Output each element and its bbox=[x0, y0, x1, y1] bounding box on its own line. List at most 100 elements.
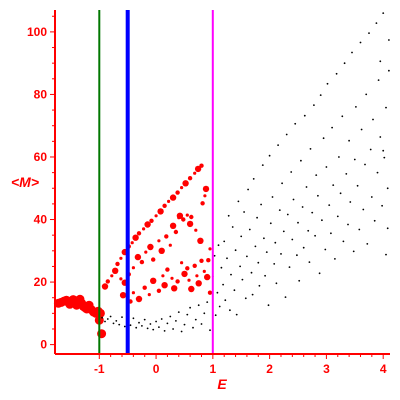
data-point bbox=[366, 243, 369, 245]
data-point bbox=[331, 126, 333, 129]
data-point bbox=[195, 274, 199, 278]
data-point bbox=[290, 171, 293, 173]
data-point bbox=[324, 248, 327, 251]
data-point bbox=[175, 190, 180, 195]
data-point bbox=[353, 158, 356, 161]
data-point bbox=[132, 234, 139, 241]
data-point bbox=[222, 283, 225, 286]
data-point bbox=[318, 272, 321, 275]
data-point bbox=[267, 304, 270, 307]
x-axis-label: E bbox=[217, 376, 227, 392]
data-point bbox=[339, 192, 342, 195]
data-point bbox=[162, 203, 167, 208]
data-point bbox=[186, 220, 194, 228]
data-point bbox=[364, 163, 366, 166]
data-point bbox=[109, 315, 112, 318]
data-point bbox=[181, 217, 186, 222]
data-point bbox=[250, 271, 253, 274]
data-point bbox=[171, 285, 178, 292]
data-point bbox=[322, 137, 325, 140]
data-point bbox=[281, 182, 283, 185]
data-point bbox=[131, 266, 135, 270]
data-point bbox=[264, 274, 266, 277]
data-point bbox=[197, 304, 200, 307]
data-point bbox=[260, 203, 262, 206]
data-point bbox=[247, 188, 250, 191]
data-point bbox=[257, 261, 260, 264]
data-point bbox=[315, 174, 318, 177]
data-point bbox=[388, 69, 390, 72]
data-point bbox=[169, 315, 172, 318]
data-point bbox=[246, 255, 248, 258]
data-point bbox=[243, 211, 246, 213]
data-point bbox=[176, 212, 184, 219]
data-point bbox=[115, 261, 120, 267]
data-point bbox=[229, 309, 231, 312]
data-point bbox=[166, 322, 169, 325]
data-point bbox=[291, 238, 294, 241]
data-point bbox=[328, 204, 331, 207]
data-point bbox=[330, 232, 332, 235]
data-point bbox=[207, 290, 213, 295]
data-point bbox=[261, 164, 264, 167]
data-point bbox=[273, 263, 276, 265]
data-point bbox=[173, 229, 179, 235]
y-tick-label: 20 bbox=[34, 275, 48, 289]
data-point bbox=[151, 257, 156, 262]
data-point bbox=[164, 234, 169, 239]
data-point bbox=[200, 323, 203, 325]
data-point bbox=[177, 311, 180, 313]
data-point bbox=[218, 305, 221, 308]
data-point bbox=[203, 194, 207, 198]
data-point bbox=[296, 254, 298, 257]
data-point bbox=[112, 322, 115, 325]
y-tick-label: 40 bbox=[34, 213, 48, 227]
data-point bbox=[348, 139, 350, 142]
data-point bbox=[303, 114, 306, 117]
data-point bbox=[180, 330, 183, 333]
data-point bbox=[141, 325, 143, 327]
data-point bbox=[189, 306, 192, 309]
data-point bbox=[121, 316, 123, 318]
data-point bbox=[129, 324, 132, 327]
data-point bbox=[142, 227, 146, 231]
y-axis-label: <M> bbox=[11, 174, 39, 190]
data-point bbox=[112, 267, 119, 274]
data-point bbox=[131, 291, 135, 295]
data-point bbox=[213, 254, 216, 257]
data-point bbox=[360, 128, 363, 131]
data-point bbox=[274, 241, 277, 244]
data-point bbox=[95, 308, 105, 318]
data-point bbox=[379, 60, 382, 63]
data-point bbox=[372, 118, 374, 121]
data-point bbox=[307, 229, 310, 232]
data-point bbox=[271, 196, 274, 198]
data-point bbox=[194, 228, 198, 232]
data-point bbox=[143, 318, 146, 321]
data-point bbox=[388, 39, 390, 41]
data-point bbox=[160, 318, 163, 320]
data-point bbox=[214, 314, 217, 317]
data-point bbox=[168, 243, 172, 247]
data-point bbox=[359, 41, 362, 44]
data-point bbox=[199, 163, 204, 168]
data-point bbox=[258, 284, 261, 287]
data-point bbox=[321, 219, 323, 222]
data-point bbox=[150, 277, 157, 284]
data-point bbox=[115, 320, 118, 322]
data-point bbox=[325, 166, 328, 168]
data-point bbox=[244, 297, 247, 300]
data-point bbox=[288, 266, 291, 268]
data-point bbox=[223, 240, 226, 243]
data-point bbox=[233, 289, 236, 292]
y-tick-label: 60 bbox=[34, 150, 48, 164]
data-point bbox=[130, 241, 134, 245]
data-point bbox=[224, 299, 227, 302]
data-point bbox=[231, 226, 234, 228]
data-point bbox=[300, 159, 302, 162]
data-point bbox=[189, 214, 194, 220]
points-layer bbox=[53, 12, 390, 339]
data-point bbox=[157, 208, 164, 215]
data-point bbox=[206, 301, 209, 303]
